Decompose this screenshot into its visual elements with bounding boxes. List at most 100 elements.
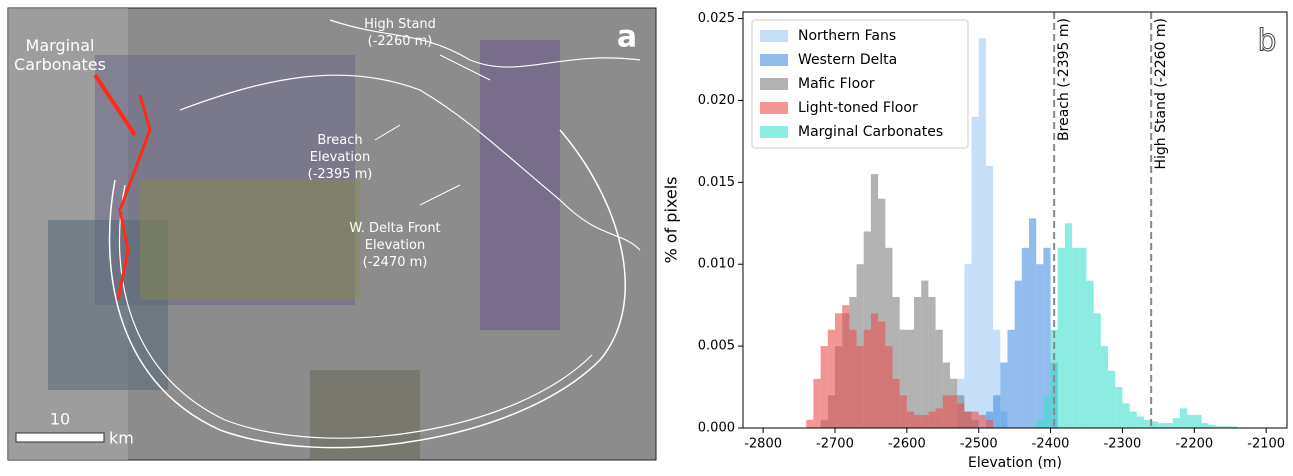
- legend-label: Mafic Floor: [798, 76, 875, 92]
- histogram-bar: [914, 296, 922, 428]
- legend-swatch: [760, 126, 788, 138]
- histogram-bar: [935, 329, 943, 428]
- x-tick-label: -2700: [816, 437, 854, 452]
- annotation-line: (-2470 m): [363, 255, 428, 270]
- histogram-bar: [1223, 426, 1231, 428]
- histogram-bar: [885, 346, 893, 428]
- annotation-line: High Stand: [364, 17, 436, 32]
- histogram-bar: [870, 313, 879, 428]
- histogram-bar: [899, 395, 907, 428]
- contour: [179, 74, 641, 251]
- histogram-bar: [1179, 408, 1188, 428]
- annotation: Breach Elevation (-2395 m): [308, 133, 373, 182]
- histogram-bar: [1079, 247, 1087, 428]
- map-overlay: [480, 40, 560, 330]
- histogram-bar: [971, 116, 979, 428]
- annotation-line: Marginal: [26, 36, 95, 55]
- x-tick-label: -2300: [1104, 437, 1142, 452]
- x-tick-label: -2200: [1175, 437, 1213, 452]
- annotation-line: W. Delta Front: [349, 221, 440, 236]
- leader-line: [374, 124, 401, 141]
- reference-label: High Stand (-2260 m): [1153, 18, 1169, 169]
- scale-bar: [15, 432, 105, 443]
- histogram-bar: [993, 329, 1001, 428]
- histogram-bar: [1043, 247, 1051, 428]
- x-tick-label: -2400: [1032, 437, 1070, 452]
- histogram-bar: [878, 321, 886, 428]
- histogram-bar: [1021, 247, 1030, 428]
- leader-line: [419, 184, 461, 206]
- contour: [108, 129, 626, 449]
- histogram-bar: [971, 411, 979, 428]
- carbonate-outline: [116, 94, 152, 301]
- legend-swatch: [760, 78, 788, 90]
- y-tick-label: 0.005: [698, 339, 735, 354]
- histogram-bar: [899, 329, 907, 428]
- histogram-bar: [1100, 346, 1109, 428]
- histogram-bar: [906, 329, 915, 428]
- histogram-bar: [806, 419, 814, 428]
- y-tick-label: 0.000: [698, 421, 735, 436]
- histogram-bar: [914, 414, 922, 428]
- plot-frame: [742, 11, 1288, 429]
- annotation-line: Elevation: [310, 150, 370, 165]
- y-axis-label: % of pixels: [662, 177, 681, 264]
- histogram-bar: [964, 411, 972, 428]
- histogram-bar: [993, 395, 1001, 428]
- histogram-bar: [935, 408, 943, 428]
- scale-value: 10: [50, 410, 70, 429]
- x-tick-label: -2600: [888, 437, 926, 452]
- reference-label: Breach (-2395 m): [1056, 18, 1072, 141]
- scale-unit: km: [109, 429, 134, 448]
- histogram-bar: [863, 329, 871, 428]
- histogram-bar: [1158, 423, 1166, 428]
- histogram-bar: [1143, 419, 1152, 428]
- histogram-bar: [1036, 419, 1044, 428]
- map-overlay: [140, 180, 360, 300]
- histogram-bar: [1043, 395, 1051, 428]
- y-tick-label: 0.015: [698, 175, 735, 190]
- histogram-bar: [1029, 218, 1037, 428]
- legend-swatch: [760, 30, 788, 42]
- leader-line: [439, 54, 491, 81]
- histogram-bar: [928, 296, 936, 428]
- legend: Northern Fans Western Delta Mafic Floor Lig…: [751, 19, 969, 149]
- histogram-bar: [1108, 370, 1116, 428]
- histogram-bar: [1115, 387, 1123, 428]
- histogram-bar: [1093, 313, 1101, 428]
- histogram-bar: [942, 395, 950, 428]
- map-panel: Marginal Carbonates High Stand (-2260 m) B…: [7, 7, 657, 461]
- histogram-bar: [892, 296, 900, 428]
- x-tick-label: -2800: [744, 437, 782, 452]
- histogram-bar: [921, 414, 929, 428]
- histogram-bar: [985, 165, 994, 428]
- histogram-bar: [1000, 362, 1008, 428]
- histogram-bar: [820, 346, 828, 428]
- histogram-bar: [1215, 426, 1224, 428]
- annotation: High Stand (-2260 m): [364, 17, 436, 49]
- x-axis-label: Elevation (m): [968, 455, 1062, 471]
- histogram-bar: [885, 247, 893, 428]
- map-overlay: [48, 220, 168, 390]
- y-tick-label: 0.010: [698, 257, 735, 272]
- histogram-bar: [949, 395, 958, 428]
- contour: [118, 184, 593, 439]
- histogram-bar: [856, 346, 864, 428]
- histogram-bar: [1151, 421, 1159, 428]
- histogram-bar: [1014, 280, 1022, 428]
- histogram-bar: [1165, 423, 1173, 428]
- x-tick-label: -2100: [1247, 437, 1285, 452]
- histogram-bar: [921, 280, 929, 428]
- annotation-line: Elevation: [365, 238, 425, 253]
- histogram-bar: [1230, 426, 1238, 428]
- annotation: Marginal Carbonates: [14, 36, 106, 74]
- contour: [329, 19, 641, 68]
- histogram-bar: [978, 38, 986, 429]
- x-tick-label: -2500: [960, 437, 998, 452]
- histogram-bar: [1072, 247, 1080, 428]
- pointer-arrow: [93, 73, 137, 137]
- histogram-bar: [878, 198, 886, 428]
- histogram-bar: [892, 378, 900, 428]
